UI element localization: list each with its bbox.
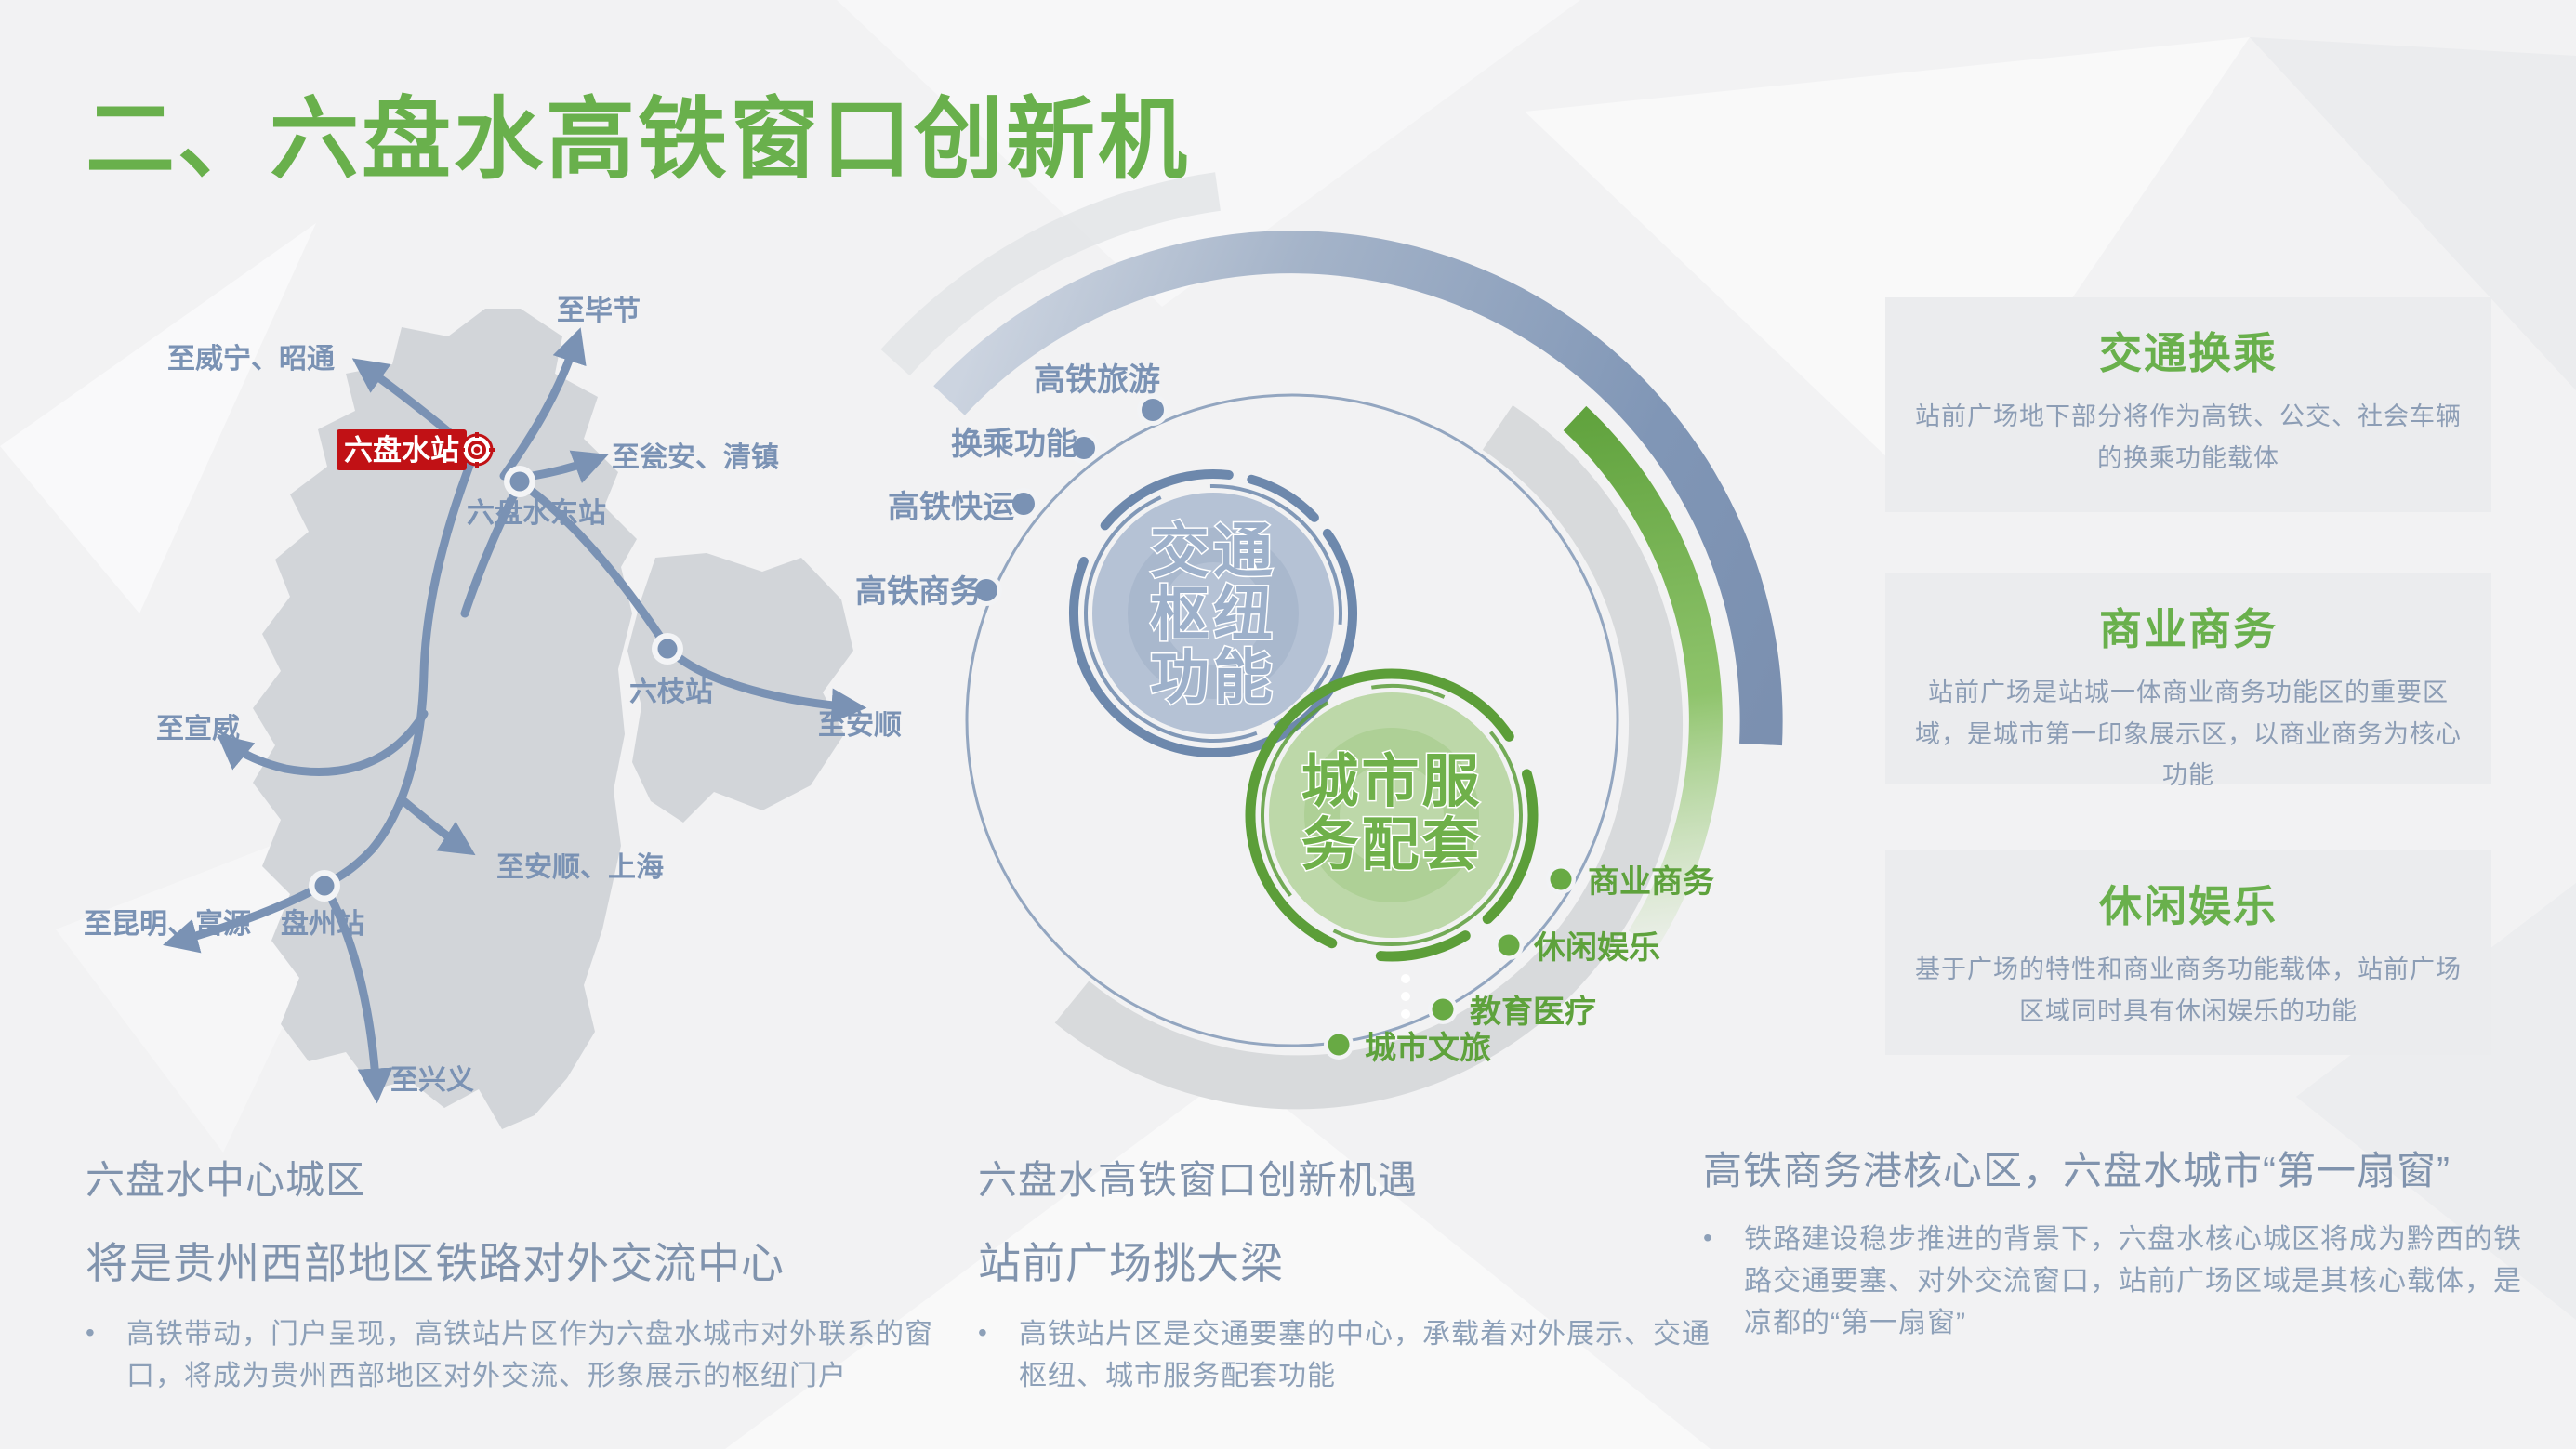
- green-band-arc: [1563, 405, 1723, 949]
- pale-outer-arc: [880, 172, 1221, 376]
- dot-rail-express: [1008, 488, 1039, 520]
- hub-text-line3: 功能: [1150, 644, 1276, 711]
- dot-commerce: [1546, 864, 1576, 894]
- map-label-liuzhi: 六枝站: [629, 677, 713, 707]
- dot-transfer: [1068, 432, 1100, 464]
- map-region-west: [253, 309, 637, 1129]
- bottom-heading: 六盘水中心城区: [86, 1158, 366, 1202]
- map-label-anshun-shanghai: 至安顺、上海: [496, 852, 664, 883]
- station-badge: 六盘水站: [337, 429, 495, 470]
- dot-leisure: [1494, 930, 1524, 960]
- bullet-row: • 高铁站片区是交通要塞的中心，承载着对外展示、交通枢纽、城市服务配套功能: [978, 1313, 1722, 1397]
- bottom-block-city-center: 六盘水中心城区 将是贵州西部地区铁路对外交流中心 • 高铁带动，门户呈现，高铁站…: [86, 1149, 933, 1397]
- bottom-block-window-opportunity: 六盘水高铁窗口创新机遇 站前广场挑大梁 • 高铁站片区是交通要塞的中心，承载着对…: [978, 1149, 1722, 1397]
- rail-trunk-line: [163, 449, 479, 954]
- info-panel-commerce: 商业商务 站前广场是站城一体商业商务功能区的重要区域，是城市第一印象展示区，以商…: [1885, 573, 2491, 789]
- panel-body-transfer: 站前广场地下部分将作为高铁、公交、社会车辆的换乘功能载体: [1915, 402, 2462, 472]
- label-leisure: 休闲娱乐: [1533, 930, 1660, 966]
- station-dot-liuzhi: [652, 633, 683, 665]
- label-culture: 城市文旅: [1365, 1030, 1491, 1066]
- rail-xingyi-line: [320, 881, 393, 1104]
- hub-circle-traffic: 交通 枢纽 功能: [1069, 469, 1357, 757]
- bottom-block-business-port: 高铁商务港核心区，六盘水城市“第一扇窗” • 铁路建设稳步推进的背景下，六盘水核…: [1703, 1139, 2547, 1344]
- bottom-subheading: 站前广场挑大梁: [978, 1239, 1284, 1287]
- bullet-text: 高铁带动，门户呈现，高铁站片区作为六盘水城市对外联系的窗口，将成为贵州西部地区对…: [126, 1319, 933, 1391]
- service-text-line1: 城市服: [1301, 750, 1482, 814]
- map-label-kunming: 至昆明、富源: [84, 908, 251, 940]
- info-panel-transfer: 交通换乘 站前广场地下部分将作为高铁、公交、社会车辆的换乘功能载体: [1885, 297, 2491, 512]
- map-label-xuanwei: 至宣威: [156, 714, 240, 744]
- station-dots: [309, 466, 683, 902]
- station-dot-panzhou: [309, 870, 340, 902]
- green-orbit-dots: [1324, 864, 1576, 1060]
- rail-map: 六盘水站 至毕节 至威宁、昭通 至瓮安、清镇 六盘水东站 六枝站 至安顺 至宣威…: [84, 296, 902, 1129]
- label-rail-express: 高铁快运: [888, 490, 1014, 525]
- service-circle-city: 城市服 务配套: [1245, 668, 1539, 962]
- service-text-line2: 务配套: [1301, 813, 1482, 877]
- ellipsis-dots: [1401, 974, 1410, 1019]
- blue-orbit-dots: [971, 394, 1169, 606]
- info-panel-leisure: 休闲娱乐 基于广场的特性和商业商务功能载体，站前广场区域同时具有休闲娱乐的功能: [1885, 850, 2491, 1055]
- panel-title-leisure: 休闲娱乐: [2099, 882, 2278, 930]
- label-transfer: 换乘功能: [951, 427, 1077, 462]
- bullet-marker: •: [978, 1318, 987, 1347]
- panel-body-commerce: 站前广场是站城一体商业商务功能区的重要区域，是城市第一印象展示区，以商业商务为核…: [1915, 678, 2462, 790]
- dot-rail-business: [971, 574, 1002, 606]
- label-commerce: 商业商务: [1588, 864, 1714, 900]
- hub-text-line2: 枢纽: [1150, 581, 1276, 648]
- map-label-wengan: 至瓮安、清镇: [612, 442, 779, 473]
- panel-title-transfer: 交通换乘: [2099, 329, 2278, 377]
- map-label-weining: 至威宁、昭通: [167, 343, 335, 375]
- panel-body-leisure: 基于广场的特性和商业商务功能载体，站前广场区域同时具有休闲娱乐的功能: [1915, 955, 2462, 1025]
- map-label-bijie: 至毕节: [557, 296, 641, 326]
- bullet-text: 铁路建设稳步推进的背景下，六盘水核心城区将成为黔西的铁路交通要塞、对外交流窗口，…: [1744, 1224, 2522, 1338]
- panel-title-commerce: 商业商务: [2099, 605, 2278, 653]
- map-label-anshun: 至安顺: [818, 710, 902, 741]
- dot-culture: [1324, 1030, 1354, 1060]
- bottom-heading: 六盘水高铁窗口创新机遇: [978, 1158, 1419, 1202]
- map-label-xingyi: 至兴义: [390, 1065, 474, 1096]
- gray-band-arc: [1054, 404, 1683, 1110]
- dot-rail-tourism: [1137, 394, 1169, 426]
- bullet-row: • 高铁带动，门户呈现，高铁站片区作为六盘水城市对外联系的窗口，将成为贵州西部地…: [86, 1313, 933, 1397]
- dot-education: [1428, 995, 1458, 1024]
- map-label-panzhou: 盘州站: [281, 908, 364, 940]
- rail-connector-line: [460, 481, 523, 618]
- bullet-text: 高铁站片区是交通要塞的中心，承载着对外展示、交通枢纽、城市服务配套功能: [1019, 1319, 1711, 1391]
- orbit-circle: [965, 393, 1619, 1047]
- label-rail-business: 高铁商务: [855, 574, 982, 610]
- bottom-subheading: 将是贵州西部地区铁路对外交流中心: [86, 1239, 785, 1287]
- rail-bijie-line: [499, 327, 587, 481]
- rail-anshun-shanghai-line: [397, 795, 476, 856]
- ring-diagram: 交通 枢纽 功能 城市服 务配套: [855, 172, 1783, 1110]
- green-item-labels: 商业商务 休闲娱乐 教育医疗 城市文旅: [1365, 864, 1714, 1066]
- bullet-row: • 铁路建设稳步推进的背景下，六盘水核心城区将成为黔西的铁路交通要塞、对外交流窗…: [1703, 1218, 2547, 1344]
- label-education: 教育医疗: [1470, 995, 1596, 1030]
- map-labels: 至毕节 至威宁、昭通 至瓮安、清镇 六盘水东站 六枝站 至安顺 至宣威 至安顺、…: [84, 296, 902, 1096]
- crosshair-target-icon: [459, 432, 495, 468]
- outer-blue-arc: [933, 231, 1783, 746]
- bottom-heading: 高铁商务港核心区，六盘水城市“第一扇窗”: [1703, 1149, 2451, 1192]
- bullet-marker: •: [1703, 1223, 1712, 1252]
- label-rail-tourism: 高铁旅游: [1034, 362, 1160, 398]
- station-badge-label: 六盘水站: [344, 434, 459, 467]
- map-label-station-east: 六盘水东站: [467, 497, 606, 529]
- blue-item-labels: 高铁旅游 换乘功能 高铁快运 高铁商务: [855, 362, 1160, 610]
- rail-xuanwei-line: [217, 709, 429, 776]
- slide-title: 二、六盘水高铁窗口创新机: [86, 90, 1190, 190]
- hub-text-line1: 交通: [1150, 518, 1276, 585]
- bullet-marker: •: [86, 1318, 95, 1347]
- station-dot-east: [504, 466, 535, 497]
